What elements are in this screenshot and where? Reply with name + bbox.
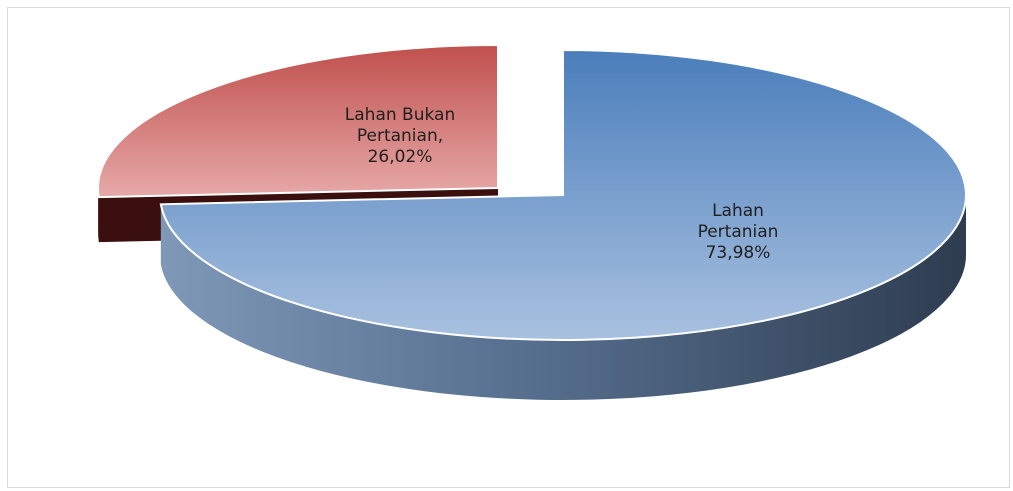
slice-label: Lahan Bukan Pertanian, 26,02% <box>345 105 455 167</box>
pie-chart: Lahan Bukan Pertanian, 26,02% Lahan Pertania… <box>97 43 967 401</box>
slice-top-face <box>159 48 967 341</box>
slice-label: Lahan Pertanian 73,98% <box>698 201 779 263</box>
chart-frame: Lahan Bukan Pertanian, 26,02% Lahan Pertania… <box>7 7 1010 488</box>
slice-top-face <box>97 43 499 199</box>
slice-lahan-pertanian <box>159 48 967 401</box>
slice-side-wall <box>98 188 99 243</box>
slice-side-wall <box>160 195 967 401</box>
